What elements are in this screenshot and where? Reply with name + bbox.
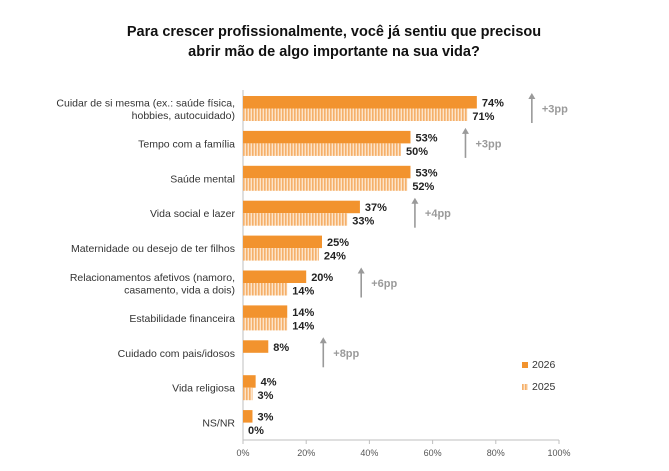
category-label: Cuidar de si mesma (ex.: saúde física, <box>56 97 235 109</box>
data-label-2025: 71% <box>472 111 494 123</box>
category-label: hobbies, autocuidado) <box>132 110 235 122</box>
data-label-2026: 74% <box>482 98 504 110</box>
x-tick-label: 80% <box>487 448 505 458</box>
annotation-label: +3pp <box>542 104 568 116</box>
bar-2025 <box>243 317 288 331</box>
annotation-label: +6pp <box>371 278 397 290</box>
data-label-2026: 37% <box>365 202 387 214</box>
x-tick-label: 60% <box>424 448 442 458</box>
up-arrow-head-icon <box>411 197 419 204</box>
bar-2026 <box>243 305 288 318</box>
bar-2025 <box>243 143 401 156</box>
legend-swatch-2025 <box>522 384 528 390</box>
chart-title-line-1: Para crescer profissionalmente, você já … <box>127 24 541 40</box>
category-label: NS/NR <box>202 418 235 430</box>
bar-2026 <box>243 340 269 353</box>
bar-2025 <box>243 108 468 121</box>
data-label-2026: 20% <box>311 272 333 284</box>
legend-label-2025: 2025 <box>532 381 556 393</box>
annotation-label: +3pp <box>475 138 501 150</box>
data-label-2025: 14% <box>292 320 314 332</box>
data-label-2025: 24% <box>324 251 346 263</box>
bar-2025 <box>243 213 348 226</box>
category-label: Saúde mental <box>170 173 235 185</box>
bar-2026 <box>243 410 253 423</box>
x-tick-label: 40% <box>360 448 378 458</box>
plot-area: 0% 20% 40% 60% 80% 100% Cuidar de si mesma (ex… <box>56 90 571 458</box>
annotation-label: +4pp <box>425 208 451 220</box>
up-arrow-head-icon <box>319 337 327 344</box>
data-label-2026: 53% <box>415 167 437 179</box>
bar-2025 <box>243 178 408 191</box>
category-label: Cuidado com pais/idosos <box>118 348 235 360</box>
category-label: casamento, vida a dois) <box>124 284 235 296</box>
data-label-2026: 25% <box>327 237 349 249</box>
bar-2026 <box>243 235 322 249</box>
bar-2025 <box>243 283 288 296</box>
bar-2026 <box>243 96 477 109</box>
data-label-2025: 50% <box>406 146 428 158</box>
bar-2026 <box>243 165 411 179</box>
up-arrow-head-icon <box>461 127 469 134</box>
bar-2026 <box>243 200 360 214</box>
legend-swatch-2026 <box>522 362 528 368</box>
x-tick-label: 100% <box>547 448 570 458</box>
category-label: Vida social e lazer <box>150 208 236 220</box>
data-label-2026: 14% <box>292 307 314 319</box>
chart-title-line-2: abrir mão de algo importante na sua vida… <box>188 44 480 60</box>
category-label: Relacionamentos afetivos (namoro, <box>70 272 235 284</box>
x-tick-label: 20% <box>297 448 315 458</box>
legend-label-2026: 2026 <box>532 359 556 371</box>
annotation-label: +8pp <box>333 348 359 360</box>
up-arrow-head-icon <box>528 93 536 99</box>
bar-2026 <box>243 375 256 388</box>
data-label-2026: 3% <box>257 412 273 424</box>
data-label-2026: 8% <box>273 342 289 354</box>
category-label: Vida religiosa <box>172 383 235 395</box>
category-label: Tempo com a família <box>138 138 235 150</box>
data-label-2025: 52% <box>412 181 434 193</box>
data-label-2025: 0% <box>248 425 264 437</box>
data-label-2025: 14% <box>292 286 314 298</box>
up-arrow-head-icon <box>357 267 365 274</box>
category-label: Estabilidade financeira <box>129 313 235 325</box>
data-label-2025: 3% <box>257 390 273 402</box>
bar-2025 <box>243 387 253 401</box>
bar-2025 <box>243 248 319 261</box>
data-label-2025: 33% <box>352 216 374 228</box>
x-tick-label: 0% <box>236 448 249 458</box>
data-label-2026: 53% <box>415 132 437 144</box>
bar-2026 <box>243 270 307 283</box>
category-label: Maternidade ou desejo de ter filhos <box>71 243 235 255</box>
data-label-2026: 4% <box>261 377 277 389</box>
bar-2026 <box>243 130 411 144</box>
